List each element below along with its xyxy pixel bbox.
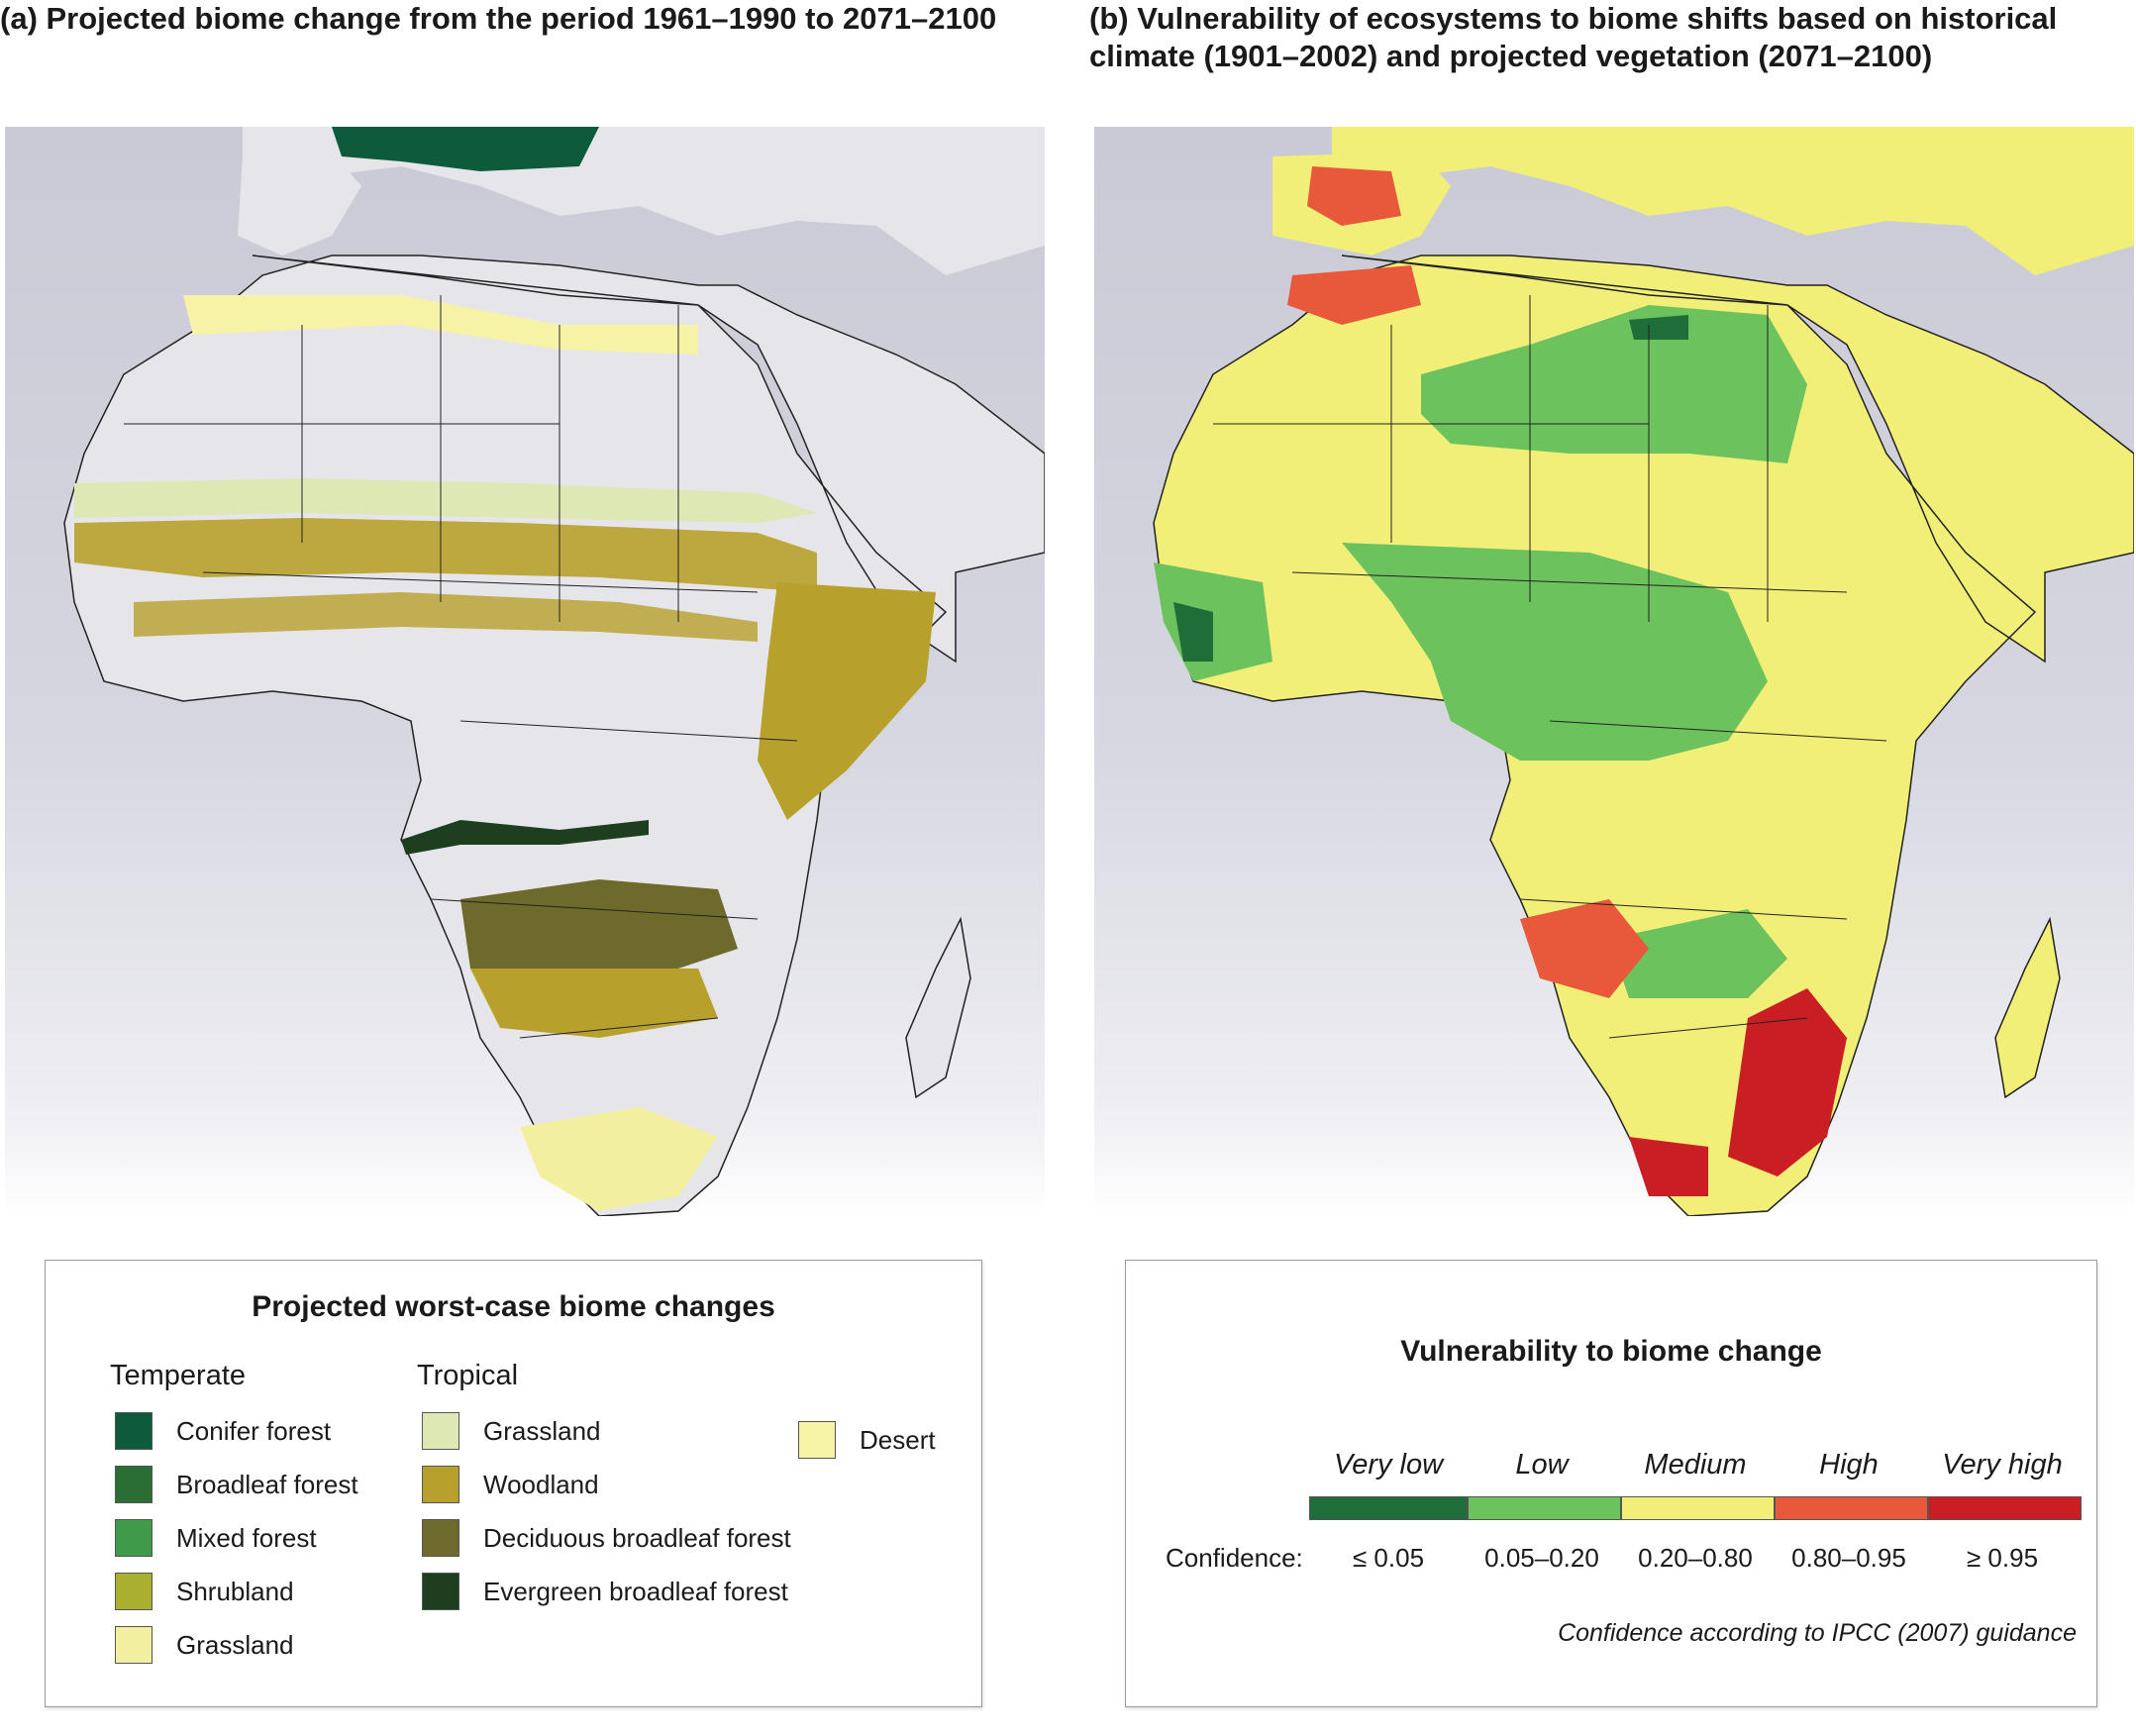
scale-class-label: Medium xyxy=(1644,1449,1747,1481)
legend-swatch xyxy=(115,1626,153,1664)
cape-very-high xyxy=(1629,1137,1708,1196)
europe-landmass xyxy=(1332,127,2134,275)
legend-b-title: Vulnerability to biome change xyxy=(1400,1335,1822,1368)
iberia-high xyxy=(1307,166,1401,226)
legend-item: Conifer forest xyxy=(115,1412,331,1450)
legend-item: Broadleaf forest xyxy=(115,1466,358,1503)
confidence-note: Confidence according to IPCC (2007) guid… xyxy=(1558,1619,2077,1647)
madagascar xyxy=(905,916,971,1099)
legend-item-label: Desert xyxy=(860,1424,936,1455)
map-a-svg xyxy=(63,127,1045,1216)
legend-item: Mixed forest xyxy=(115,1519,317,1557)
sahel-woodland-band xyxy=(74,518,817,592)
panel-a-title: (a) Projected biome change from the peri… xyxy=(0,1,997,36)
iberia-landmass xyxy=(238,152,361,255)
scale-swatch xyxy=(1775,1496,1928,1520)
scale-range: ≥ 0.95 xyxy=(1966,1543,2039,1573)
map-biome-change xyxy=(5,127,1045,1216)
scale-range: 0.20–0.80 xyxy=(1638,1543,1753,1573)
legend-swatch xyxy=(115,1519,153,1557)
legend-item-label: Grassland xyxy=(483,1415,601,1446)
legend-item-label: Shrubland xyxy=(176,1576,294,1606)
southern-deciduous-forest xyxy=(460,879,738,978)
southern-africa-very-high xyxy=(1728,988,1847,1176)
scale-class-label: Very high xyxy=(1942,1449,2063,1481)
scale-range: ≤ 0.05 xyxy=(1352,1543,1425,1573)
legend-item-label: Mixed forest xyxy=(176,1522,317,1553)
legend-item: Shrubland xyxy=(115,1573,294,1610)
scale-swatch xyxy=(1309,1496,1468,1520)
southern-low-zone xyxy=(1609,909,1787,998)
legend-swatch xyxy=(422,1519,459,1557)
legend-item: Evergreen broadleaf forest xyxy=(422,1573,788,1610)
madagascar xyxy=(1994,916,2061,1099)
legend-swatch xyxy=(115,1573,153,1610)
west-coast-very-low xyxy=(1173,602,1213,662)
legend-swatch xyxy=(115,1466,153,1503)
legend-swatch xyxy=(422,1412,459,1450)
legend-item-label: Broadleaf forest xyxy=(176,1469,358,1499)
africa-landmass xyxy=(63,255,1045,1216)
panel-b-title: (b) Vulnerability of ecosystems to biome… xyxy=(1089,1,2058,73)
scale-swatch xyxy=(1468,1496,1621,1520)
legend-item-label: Woodland xyxy=(483,1469,599,1499)
map-vulnerability xyxy=(1094,127,2134,1216)
legend-item-label: Conifer forest xyxy=(176,1415,332,1446)
egypt-very-low xyxy=(1629,315,1688,340)
country-borders xyxy=(1213,295,1887,1039)
legend-swatch xyxy=(422,1466,459,1503)
legend-item: Woodland xyxy=(422,1466,599,1503)
southern-woodland xyxy=(470,969,718,1038)
legend-biome-changes: Projected worst-case biome changes Tempe… xyxy=(45,1260,982,1707)
scale-swatch xyxy=(1928,1496,2082,1520)
scale-class-label: High xyxy=(1819,1449,1879,1481)
east-woodland xyxy=(758,582,936,820)
southern-africa-high xyxy=(1520,899,1649,998)
southern-tip-grassland xyxy=(520,1107,718,1211)
scale-range: 0.80–0.95 xyxy=(1791,1543,1906,1573)
legend-item: Deciduous broadleaf forest xyxy=(422,1519,791,1557)
country-borders xyxy=(124,295,798,1039)
scale-class-label: Very low xyxy=(1333,1449,1444,1481)
sahel-grassland-band xyxy=(74,478,817,523)
central-low-zone xyxy=(1342,543,1768,761)
legend-item: Grassland xyxy=(422,1412,601,1450)
legend-group-tropical: Tropical xyxy=(417,1360,519,1391)
legend-item-label: Deciduous broadleaf forest xyxy=(483,1522,791,1553)
legend-item: Desert xyxy=(798,1421,936,1459)
scale-range: 0.05–0.20 xyxy=(1484,1543,1599,1573)
map-b-svg xyxy=(1153,127,2134,1216)
legend-item-label: Grassland xyxy=(176,1629,294,1660)
legend-swatch xyxy=(422,1573,459,1610)
legend-group-temperate: Temperate xyxy=(110,1360,247,1391)
europe-forest xyxy=(332,127,599,171)
morocco-high xyxy=(1287,265,1421,325)
scale-swatch xyxy=(1621,1496,1775,1520)
legend-item: Grassland xyxy=(115,1626,294,1664)
scale-class-label: Low xyxy=(1515,1449,1569,1481)
confidence-label: Confidence: xyxy=(1166,1543,1303,1573)
evergreen-forest-strip xyxy=(401,820,649,855)
legend-item-label: Evergreen broadleaf forest xyxy=(483,1576,788,1606)
central-woodland-band xyxy=(134,592,758,642)
legend-swatch xyxy=(115,1412,153,1450)
legend-a-title: Projected worst-case biome changes xyxy=(252,1290,775,1323)
legend-swatch xyxy=(798,1421,836,1459)
legend-vulnerability: Vulnerability to biome change Very low L… xyxy=(1125,1260,2097,1707)
